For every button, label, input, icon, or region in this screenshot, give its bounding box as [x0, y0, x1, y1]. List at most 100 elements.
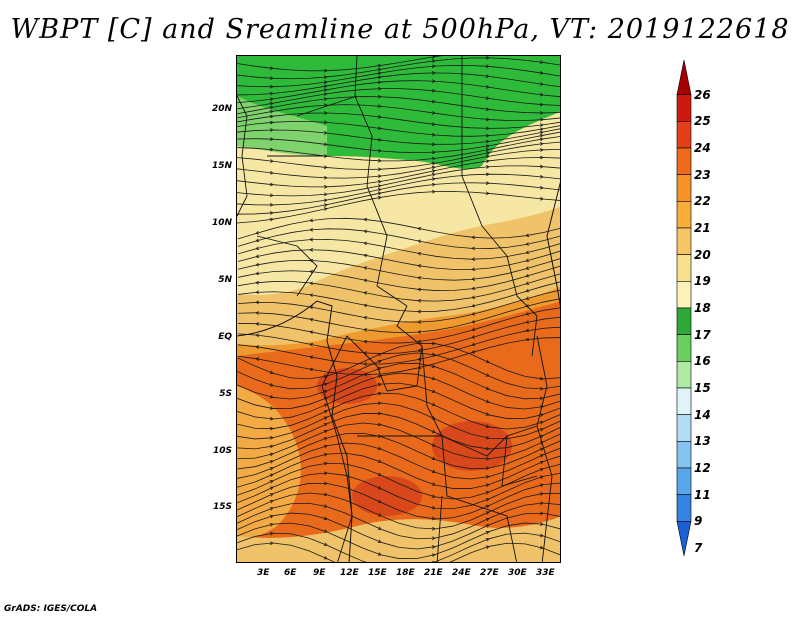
streamline-arrow: [309, 218, 314, 223]
colorbar-segment: [676, 254, 692, 282]
streamline: [237, 157, 560, 188]
streamline-arrow: [255, 333, 260, 338]
streamline-arrow: [417, 251, 422, 256]
streamline: [237, 472, 560, 510]
streamline-arrow: [539, 102, 544, 107]
lon-label-3e: 3E: [257, 568, 270, 578]
streamline: [237, 57, 560, 80]
streamline-arrow: [485, 85, 490, 89]
streamline: [237, 337, 560, 376]
colorbar-label: 18: [694, 301, 711, 315]
streamline-arrow: [539, 185, 544, 190]
streamline: [237, 128, 560, 145]
lon-label-9e: 9E: [313, 568, 326, 578]
colorbar-segment: [676, 361, 692, 389]
colorbar-label: 17: [694, 327, 711, 342]
streamline-arrow: [485, 498, 490, 502]
streamline-arrow: [431, 545, 436, 549]
streamlines-layer: [237, 56, 560, 562]
streamline-arrow: [269, 137, 274, 141]
streamline-arrow: [363, 266, 368, 270]
streamline-arrow: [431, 505, 436, 510]
streamline-arrow: [269, 217, 274, 222]
streamline-arrow: [525, 273, 530, 278]
streamline-arrow: [431, 79, 436, 84]
streamline-arrow: [269, 416, 274, 421]
streamline-arrow: [431, 482, 436, 486]
streamline-arrow: [255, 246, 260, 251]
streamline-arrow: [377, 75, 382, 80]
streamline-arrow: [525, 296, 530, 300]
streamline-arrow: [269, 182, 274, 187]
streamline-arrow: [377, 526, 382, 530]
streamline: [237, 112, 560, 129]
streamline-arrow: [485, 412, 490, 416]
streamline-arrow: [539, 174, 544, 179]
streamline-arrow: [525, 288, 530, 293]
streamline-arrow: [431, 389, 436, 394]
streamline-arrow: [323, 416, 328, 420]
streamline-arrow: [417, 309, 422, 314]
streamline-arrow: [485, 144, 490, 149]
streamline-arrow: [377, 174, 382, 179]
streamline-arrow: [255, 262, 260, 267]
streamline-arrow: [539, 501, 544, 506]
streamline-arrow: [323, 444, 328, 449]
streamline: [237, 281, 560, 313]
streamline-arrow: [431, 132, 436, 137]
streamline-arrow: [485, 511, 490, 515]
streamline-arrow: [539, 142, 544, 146]
streamline-arrow: [377, 552, 382, 556]
streamline-arrow: [485, 524, 490, 528]
streamline-arrow: [539, 420, 544, 425]
streamline-arrow: [377, 459, 382, 463]
lon-label-21e: 21E: [424, 568, 443, 578]
streamline-arrow: [485, 172, 490, 177]
streamline-arrow: [485, 456, 490, 461]
streamline: [237, 258, 560, 281]
streamline-arrow: [431, 352, 436, 357]
streamline-arrow: [431, 156, 436, 161]
streamline: [237, 72, 560, 96]
streamline-arrow: [525, 258, 530, 263]
streamline-arrow: [323, 120, 328, 125]
streamline-arrow: [417, 239, 422, 244]
streamline-arrow: [309, 237, 314, 242]
streamline-arrow: [431, 376, 436, 381]
colorbar-segment: [676, 467, 692, 495]
streamline-arrow: [485, 139, 490, 144]
streamline-arrow: [539, 467, 544, 472]
streamline-arrow: [269, 493, 274, 497]
streamline-arrow: [431, 150, 436, 155]
colorbar-segment: [676, 60, 692, 95]
colorbar-label: 19: [694, 274, 711, 289]
colorbar-label: 11: [694, 487, 711, 502]
streamline-arrow: [539, 511, 544, 516]
streamline-arrow: [525, 328, 530, 333]
streamline-arrow: [269, 84, 274, 89]
streamline-arrow: [525, 242, 530, 246]
streamline: [237, 141, 560, 170]
streamline-arrow: [485, 504, 490, 509]
colorbar-segment: [676, 227, 692, 255]
streamline-arrow: [525, 281, 530, 285]
streamline-arrow: [485, 159, 490, 164]
streamline-arrow: [269, 370, 274, 375]
streamline-arrow: [417, 287, 422, 292]
streamline-arrow: [323, 130, 328, 135]
streamline-arrow: [525, 233, 530, 238]
colorbar-label: 9: [694, 514, 703, 529]
streamline-arrow: [431, 169, 436, 173]
streamline-arrow: [309, 342, 314, 347]
streamline: [237, 80, 560, 104]
streamline-arrow: [309, 227, 314, 232]
streamline-arrow: [309, 293, 314, 298]
streamline-arrow: [309, 330, 314, 335]
lat-label-10s: 10S: [212, 446, 232, 456]
colorbar-segment: [676, 494, 692, 522]
streamline-arrow: [431, 456, 436, 460]
map-panel: [236, 55, 561, 563]
streamline-arrow: [417, 330, 422, 334]
streamline-arrow: [323, 403, 328, 408]
streamline-arrow: [485, 446, 490, 451]
